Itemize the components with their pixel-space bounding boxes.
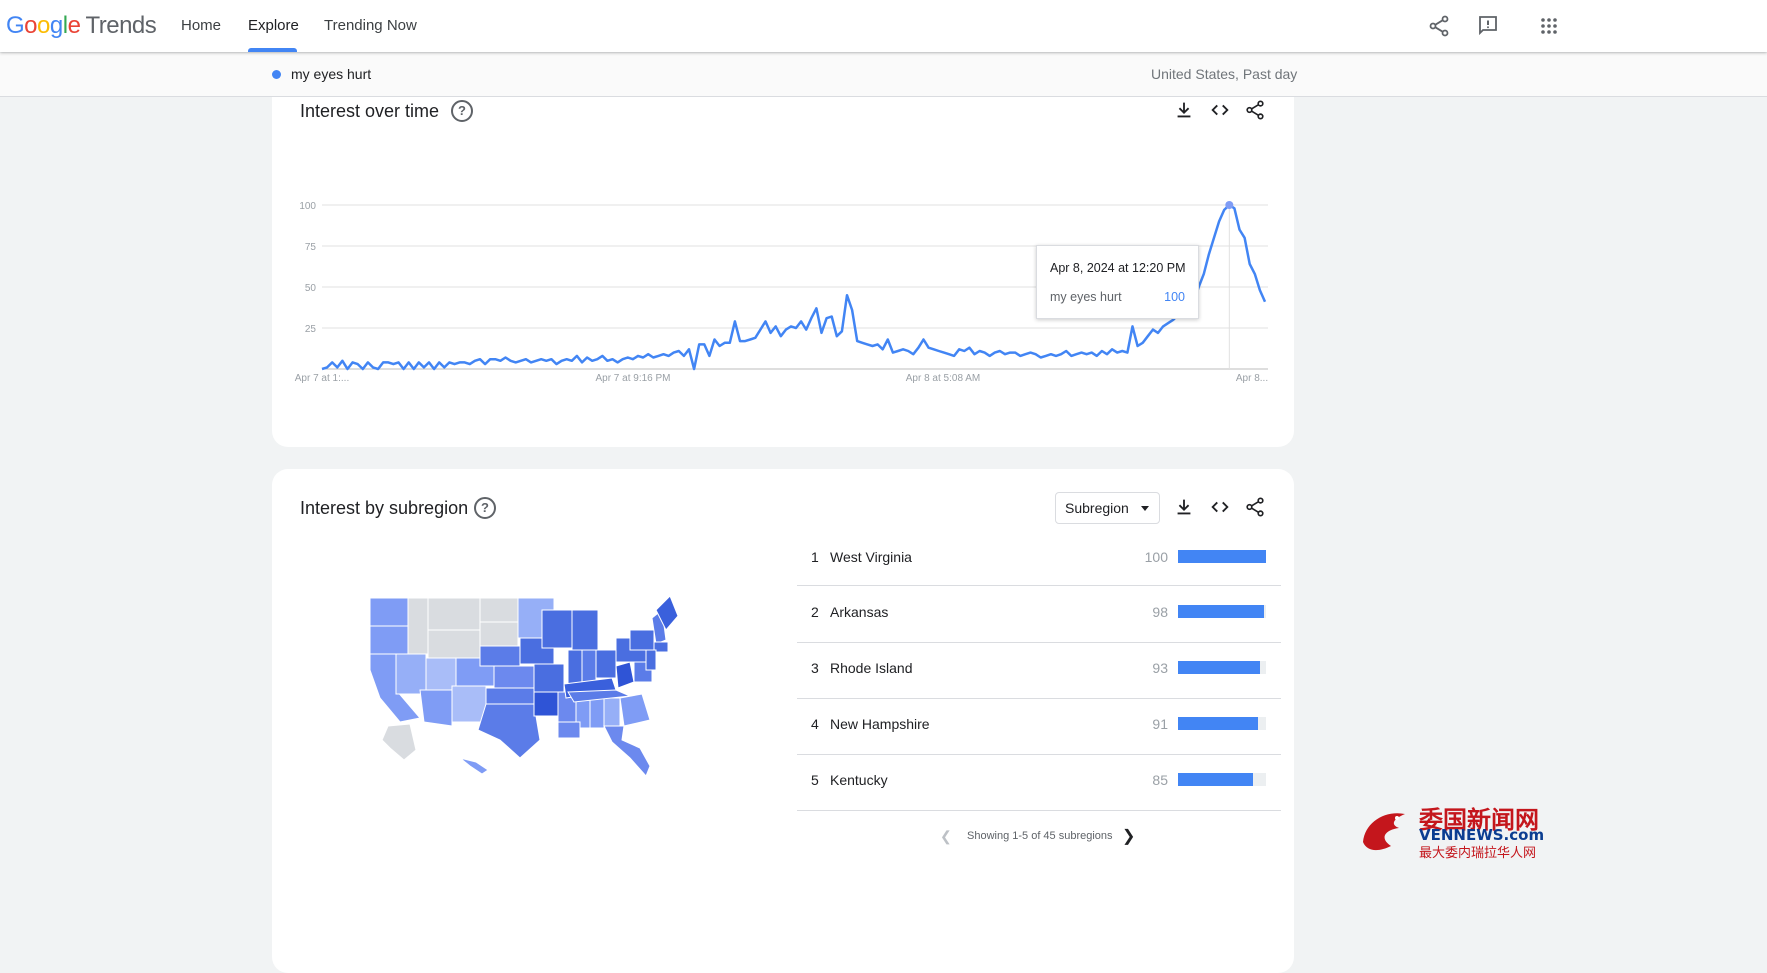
google-trends-logo[interactable]: Google Trends: [6, 12, 157, 40]
logo-google: Google: [6, 12, 81, 39]
x-tick-label: Apr 8...: [1236, 373, 1268, 384]
nav-explore[interactable]: Explore: [248, 17, 299, 34]
watermark-tagline: 最大委内瑞拉华人网: [1419, 846, 1537, 861]
search-term[interactable]: my eyes hurt: [291, 66, 372, 82]
value-bar: [1178, 550, 1266, 563]
us-subregion-map[interactable]: [360, 590, 690, 790]
value-bar-track: [1178, 717, 1266, 730]
y-tick-label: 75: [305, 242, 317, 253]
search-term-bar: my eyes hurt United States, Past day: [0, 53, 1767, 97]
subregion-name: Rhode Island: [830, 660, 913, 676]
value-bar: [1178, 661, 1260, 674]
top-bar: Google Trends Home Explore Trending Now: [0, 0, 1767, 52]
ranking-row[interactable]: 2 Arkansas 98: [797, 586, 1281, 643]
help-icon[interactable]: ?: [474, 497, 496, 519]
interest-by-subregion-title: Interest by subregion: [300, 498, 469, 518]
chart-tooltip: Apr 8, 2024 at 12:20 PM my eyes hurt 100: [1036, 245, 1199, 319]
subregion-value: 85: [1152, 772, 1168, 788]
subregion-name: West Virginia: [830, 549, 912, 565]
nav-home[interactable]: Home: [181, 17, 222, 34]
subregion-dropdown[interactable]: Subregion: [1055, 492, 1160, 524]
ranking-row[interactable]: 1 West Virginia 100: [797, 529, 1281, 586]
help-icon[interactable]: ?: [451, 100, 473, 122]
subregion-value: 91: [1152, 716, 1168, 732]
subregion-name: Kentucky: [830, 772, 888, 788]
hover-point: [1225, 201, 1234, 209]
y-tick-label: 100: [299, 201, 316, 212]
subregion-name: Arkansas: [830, 604, 889, 620]
previous-page-icon[interactable]: ❮: [940, 828, 952, 844]
feedback-icon[interactable]: [1476, 14, 1500, 38]
share-icon[interactable]: [1427, 14, 1451, 38]
interest-over-time-title: Interest over time: [300, 101, 440, 121]
rank-number: 4: [811, 716, 819, 732]
dropdown-label: Subregion: [1065, 500, 1129, 516]
subregion-value: 93: [1152, 660, 1168, 676]
tooltip-date: Apr 8, 2024 at 12:20 PM: [1050, 261, 1186, 275]
subregion-name: New Hampshire: [830, 716, 930, 732]
embed-icon[interactable]: [1209, 496, 1231, 518]
series-line-my-eyes-hurt[interactable]: [321, 203, 1267, 371]
term-color-dot: [272, 70, 281, 79]
nav-trending-now[interactable]: Trending Now: [324, 17, 417, 34]
rank-number: 1: [811, 549, 819, 565]
x-tick-label: Apr 7 at 9:16 PM: [595, 373, 670, 384]
dragon-logo-icon: [1363, 813, 1405, 851]
watermark-logo: 委国新闻网 VENNEWS.com 最大委内瑞拉华人网: [1355, 800, 1567, 861]
ranking-row[interactable]: 4 New Hampshire 91: [797, 698, 1281, 755]
ranking-row[interactable]: 5 Kentucky 85: [797, 754, 1281, 811]
value-bar-track: [1178, 661, 1266, 674]
logo-trends: Trends: [85, 12, 157, 39]
y-tick-label: 25: [305, 324, 317, 335]
dropdown-caret-icon: [1141, 506, 1149, 511]
pagination-text: Showing 1-5 of 45 subregions: [967, 830, 1113, 842]
x-tick-label: Apr 8 at 5:08 AM: [906, 373, 981, 384]
value-bar-track: [1178, 550, 1266, 563]
share-icon[interactable]: [1244, 496, 1266, 518]
x-tick-label: Apr 7 at 1:...: [295, 373, 349, 384]
watermark-domain: VENNEWS.com: [1419, 826, 1545, 844]
y-tick-label: 50: [305, 283, 317, 294]
share-icon[interactable]: [1244, 99, 1266, 121]
value-bar: [1178, 717, 1259, 730]
ranking-row[interactable]: 3 Rhode Island 93: [797, 642, 1281, 699]
tooltip-value: 100: [1164, 290, 1185, 304]
value-bar-track: [1178, 605, 1266, 618]
download-icon[interactable]: [1173, 99, 1195, 121]
subregion-value: 100: [1144, 549, 1168, 565]
next-page-icon[interactable]: ❯: [1122, 828, 1136, 845]
value-bar: [1178, 605, 1265, 618]
rank-number: 2: [811, 604, 819, 620]
rank-number: 5: [811, 772, 819, 788]
rank-number: 3: [811, 660, 819, 676]
value-bar-track: [1178, 773, 1266, 786]
download-icon[interactable]: [1173, 496, 1195, 518]
apps-icon[interactable]: [1537, 14, 1561, 38]
value-bar: [1178, 773, 1253, 786]
active-tab-indicator: [248, 48, 297, 52]
subregion-value: 98: [1152, 604, 1168, 620]
embed-icon[interactable]: [1209, 99, 1231, 121]
watermark-title: 委国新闻网: [1419, 806, 1539, 834]
search-scope[interactable]: United States, Past day: [1151, 66, 1298, 82]
tooltip-term: my eyes hurt: [1050, 290, 1122, 304]
